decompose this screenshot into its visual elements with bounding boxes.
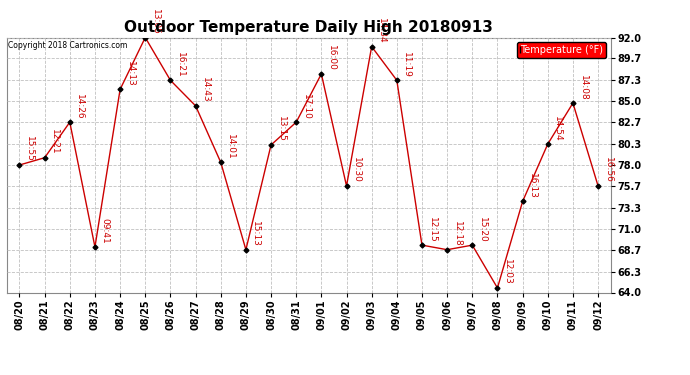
Text: Copyright 2018 Cartronics.com: Copyright 2018 Cartronics.com (8, 41, 127, 50)
Text: 13:15: 13:15 (277, 116, 286, 142)
Text: 16:21: 16:21 (176, 52, 185, 78)
Text: 14:34: 14:34 (377, 18, 386, 44)
Text: 14:26: 14:26 (75, 94, 84, 119)
Text: 12:03: 12:03 (503, 260, 512, 285)
Text: 14:01: 14:01 (226, 134, 235, 159)
Text: 11:19: 11:19 (402, 52, 411, 78)
Text: 17:10: 17:10 (302, 93, 310, 119)
Text: 14:08: 14:08 (578, 75, 587, 100)
Text: 09:41: 09:41 (101, 218, 110, 244)
Text: 10:30: 10:30 (352, 157, 361, 183)
Text: 12:15: 12:15 (428, 217, 437, 242)
Title: Outdoor Temperature Daily High 20180913: Outdoor Temperature Daily High 20180913 (124, 20, 493, 35)
Legend: Temperature (°F): Temperature (°F) (517, 42, 606, 58)
Text: 15:55: 15:55 (25, 136, 34, 162)
Text: 16:13: 16:13 (528, 173, 537, 199)
Text: 13:05: 13:05 (151, 9, 160, 35)
Text: 14:13: 14:13 (126, 61, 135, 87)
Text: 12:18: 12:18 (453, 221, 462, 247)
Text: 16:00: 16:00 (327, 45, 336, 71)
Text: 12:21: 12:21 (50, 129, 59, 155)
Text: 15:13: 15:13 (251, 221, 260, 247)
Text: 14:43: 14:43 (201, 77, 210, 103)
Text: 15:20: 15:20 (478, 217, 487, 242)
Text: 14:54: 14:54 (553, 116, 562, 141)
Text: 16:56: 16:56 (604, 157, 613, 183)
